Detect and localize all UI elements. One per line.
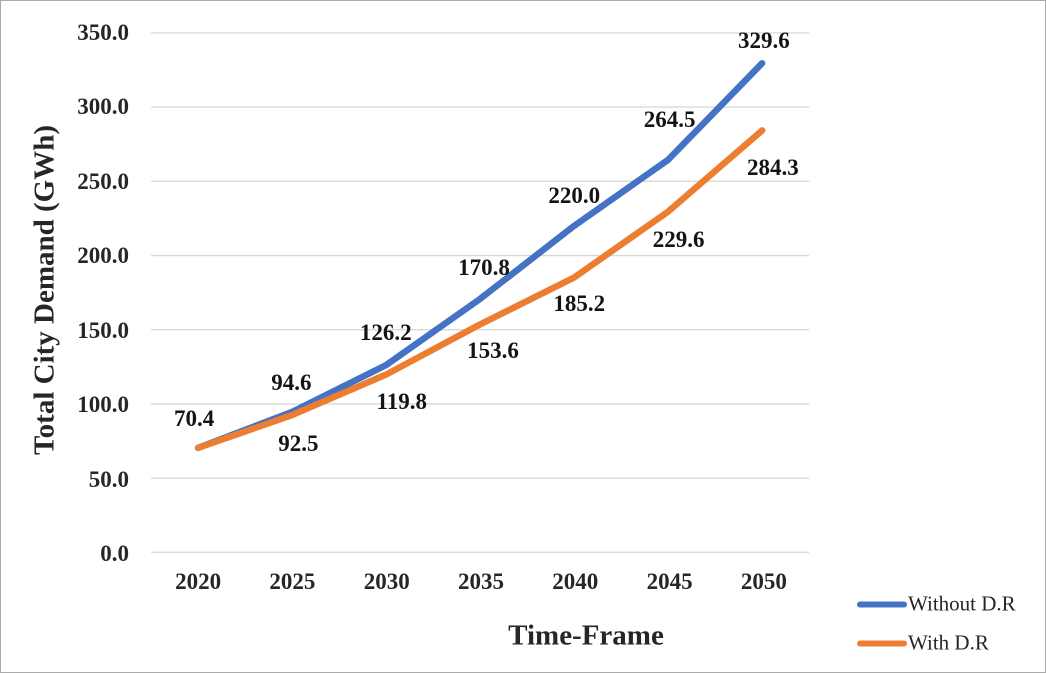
legend-item-without-dr: Without D.R [857,592,1016,617]
data-label-without-d-r: 94.6 [271,370,312,396]
legend-swatch-with-dr [857,640,907,646]
data-label-without-d-r: 220.0 [548,182,601,208]
y-tick-label: 300.0 [77,94,129,120]
x-tick-label: 2025 [269,569,316,594]
data-label-without-d-r: 70.4 [174,406,215,432]
data-label-with-d-r: 185.2 [553,291,606,317]
data-label-with-d-r: 92.5 [278,431,319,457]
x-tick-label: 2045 [646,569,693,594]
y-tick-label: 350.0 [77,20,129,45]
x-tick-label: 2035 [458,569,504,594]
x-tick-label: 2020 [175,569,222,594]
x-axis-title: Time-Frame [508,619,664,652]
x-tick-label: 2050 [740,569,787,594]
data-label-with-d-r: 153.6 [467,338,519,364]
data-label-without-d-r: 264.5 [643,107,696,133]
legend-swatch-without-dr [857,601,907,607]
data-label-without-d-r: 126.2 [359,320,412,346]
legend-label-with-dr: With D.R [908,630,989,655]
data-label-with-d-r: 229.6 [652,227,705,253]
legend-label-without-dr: Without D.R [908,591,1016,616]
y-tick-label: 100.0 [77,392,129,418]
x-tick-label: 2030 [363,569,410,594]
data-label-without-d-r: 170.8 [458,254,510,280]
x-tick-label: 2040 [552,569,599,594]
y-tick-label: 250.0 [77,168,129,194]
y-tick-label: 200.0 [77,243,129,269]
series-line-with-d-r [194,127,766,452]
data-label-with-d-r: 119.8 [376,388,427,414]
data-label-without-d-r: 329.6 [737,28,790,54]
data-label-with-d-r: 284.3 [746,154,799,180]
y-tick-label: 150.0 [77,317,129,343]
legend-item-with-dr: With D.R [857,631,989,656]
y-tick-label: 50.0 [88,466,129,492]
y-tick-label: 0.0 [100,541,129,566]
